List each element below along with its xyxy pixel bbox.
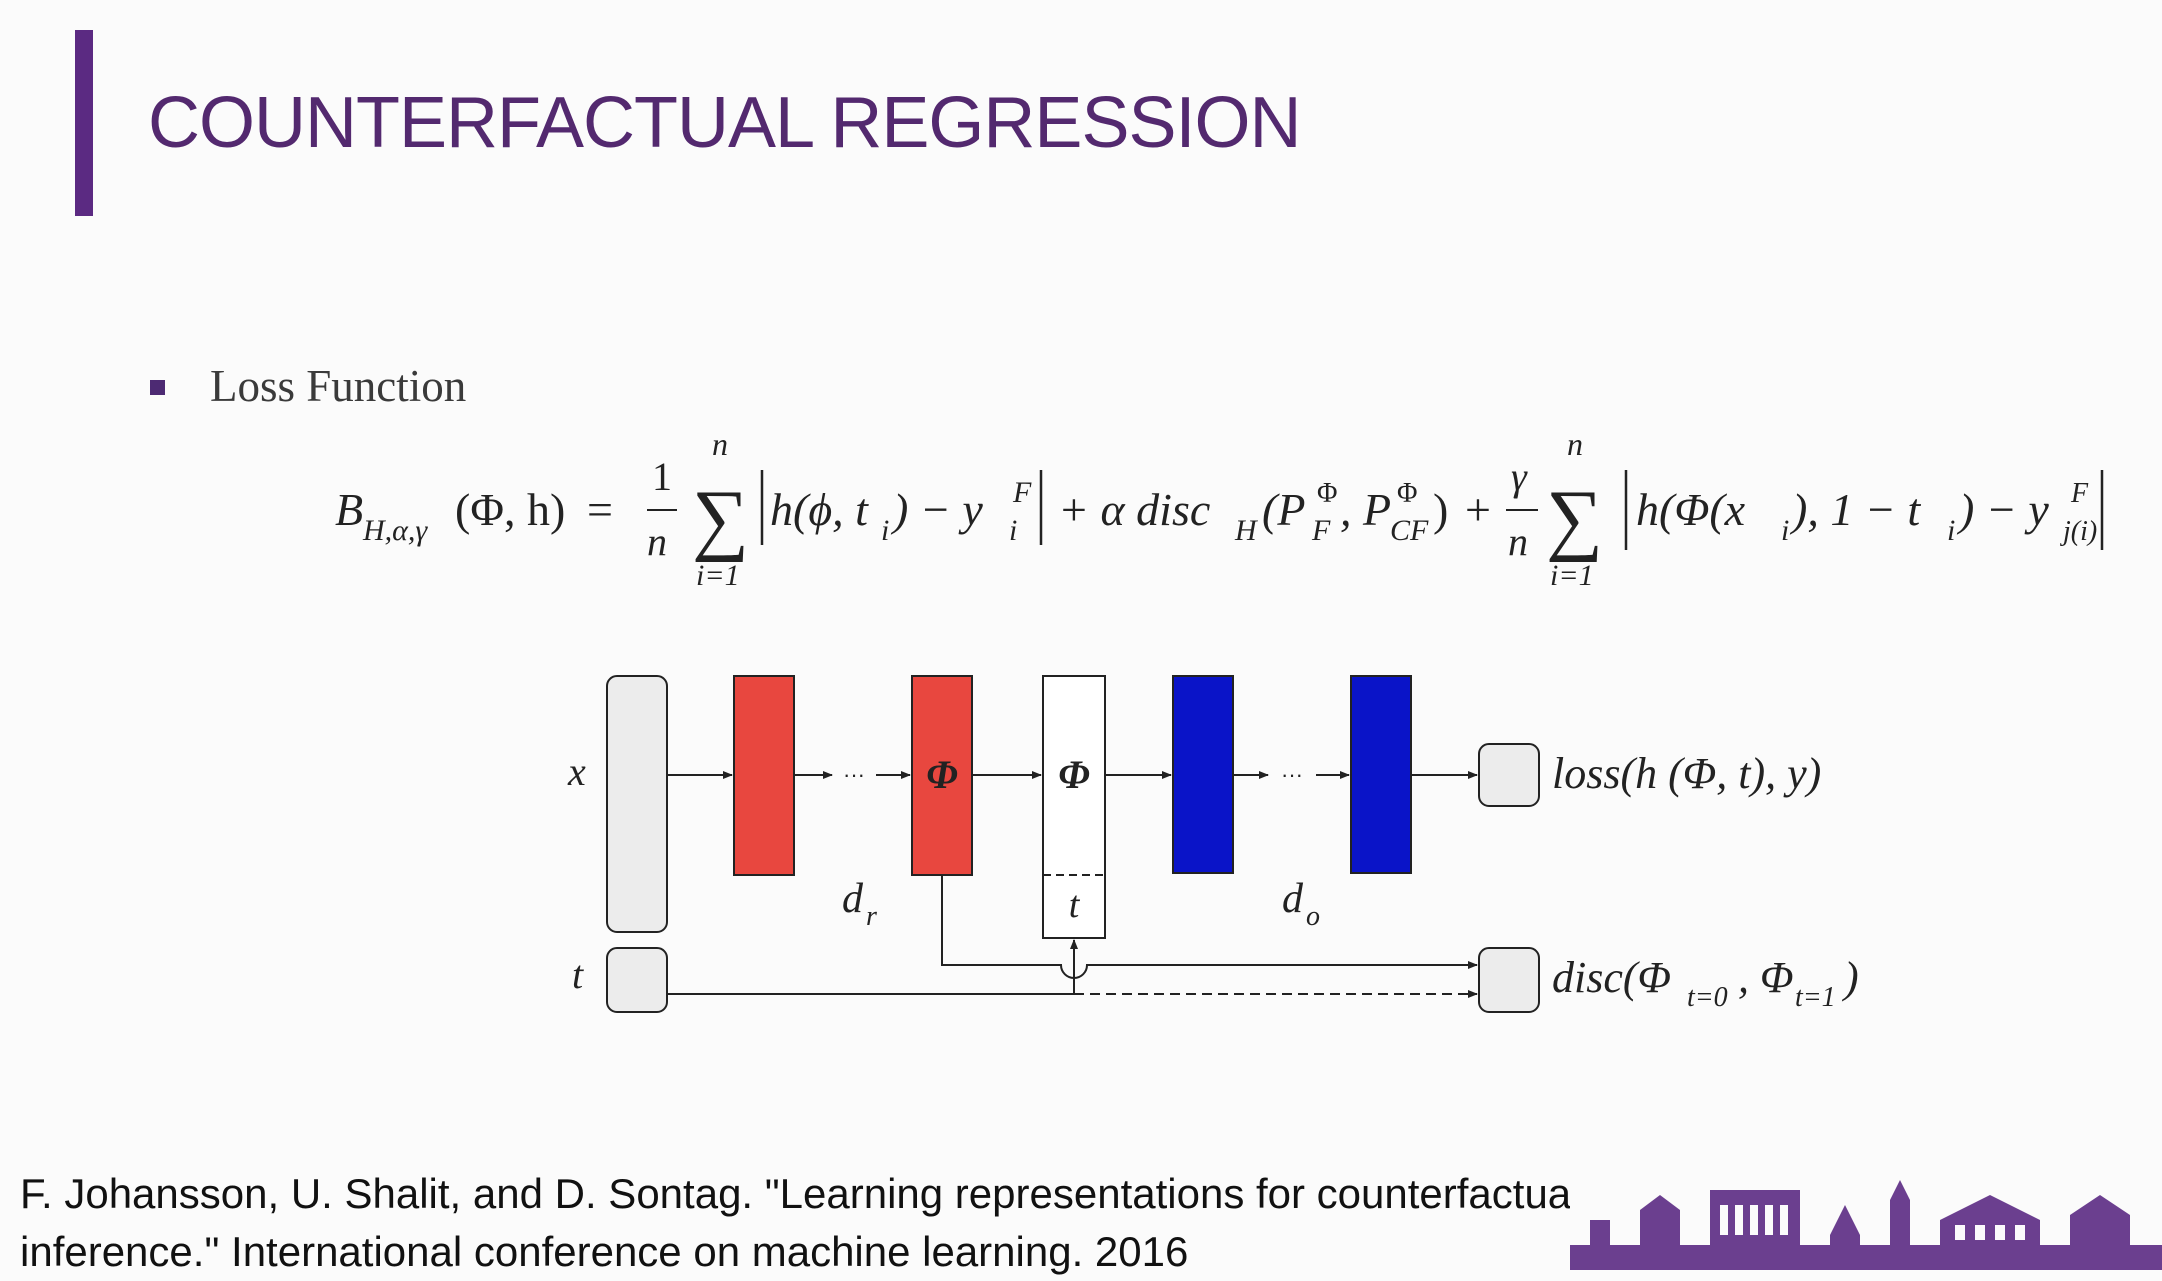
phi-t-concat-box	[1042, 675, 1106, 939]
eq-term1-sub-i: i	[881, 514, 889, 547]
eq-sum2-symbol: ∑	[1546, 475, 1603, 563]
representation-layer-phi	[911, 675, 973, 876]
eq-sum1-upper: n	[712, 426, 728, 462]
eq-lhs-sub: H,α,γ	[362, 514, 428, 547]
eq-term2-sub-i2: i	[1947, 514, 1955, 547]
t-in-concat-box: t	[1069, 884, 1081, 926]
eq-frac2-den: n	[1508, 519, 1528, 564]
eq-term2-y-sub: j(i)	[2060, 516, 2097, 547]
ellipsis-repr: ···	[843, 762, 865, 787]
campus-skyline-footer	[1570, 1150, 2162, 1270]
ellipsis-hyp: ···	[1281, 762, 1303, 787]
input-t-box	[606, 947, 668, 1013]
eq-pcf-sup: Φ	[1397, 478, 1417, 509]
loss-output-box	[1478, 743, 1540, 807]
title-accent-bar	[75, 30, 93, 216]
eq-lhs-args: (Φ, h)	[455, 484, 565, 535]
disc-output-box	[1478, 947, 1540, 1013]
eq-alpha-disc: + α disc	[1058, 484, 1210, 535]
hypothesis-layer-2	[1350, 675, 1412, 874]
eq-disc-sub: H	[1234, 514, 1259, 547]
phi-label-white: Φ	[1058, 752, 1090, 797]
citation-line-1: F. Johansson, U. Shalit, and D. Sontag. …	[20, 1170, 1581, 1217]
eq-sum2-lower: i=1	[1550, 559, 1594, 592]
eq-pcf-p: , P	[1340, 484, 1391, 535]
eq-sum1-symbol: ∑	[692, 475, 749, 563]
disc-label-end: )	[1841, 953, 1859, 1002]
eq-term2-sub-i: i	[1781, 514, 1789, 547]
eq-disc-open: (P	[1262, 484, 1305, 535]
eq-plus2: +	[1465, 484, 1491, 535]
eq-frac1-den: n	[647, 519, 667, 564]
dr-sub: r	[866, 901, 877, 932]
do-sub: o	[1306, 901, 1320, 932]
citation: F. Johansson, U. Shalit, and D. Sontag. …	[20, 1165, 1620, 1281]
eq-term2-y-sup: F	[2070, 478, 2089, 509]
diagram-t-label: t	[572, 952, 584, 997]
eq-equals: =	[587, 484, 613, 535]
bullet-marker	[150, 380, 165, 395]
eq-term1-body: h(ϕ, t	[770, 484, 869, 535]
eq-term2-body: h(Φ(x	[1636, 484, 1746, 535]
eq-sum2-upper: n	[1567, 426, 1583, 462]
eq-pf-sup: Φ	[1317, 478, 1337, 509]
phi-label-red: Φ	[926, 752, 958, 797]
eq-sum1-lower: i=1	[696, 559, 740, 592]
disc-label: disc(Φ	[1552, 953, 1671, 1002]
eq-term1-y-sup: F	[1012, 476, 1032, 509]
eq-disc-close: )	[1433, 484, 1448, 535]
disc-label-mid: , Φ	[1738, 953, 1794, 1002]
disc-sub-t1: t=1	[1795, 982, 1836, 1013]
eq-term1-y-sub: i	[1009, 514, 1017, 547]
eq-lhs: B	[335, 484, 363, 535]
do-label: d	[1282, 876, 1304, 922]
bullet-loss-function: Loss Function	[210, 361, 467, 411]
skyline-silhouette	[1570, 1180, 2162, 1270]
slide-title: COUNTERFACTUAL REGRESSION	[148, 83, 1301, 163]
eq-term1-close: ) − y	[890, 484, 983, 535]
representation-layer-1	[733, 675, 795, 876]
diagram-x-label: x	[567, 749, 586, 794]
eq-term2-mid: ), 1 − t	[1789, 484, 1921, 535]
eq-frac1-num: 1	[652, 454, 672, 499]
eq-frac2-num: γ	[1511, 454, 1528, 499]
eq-term2-close: ) − y	[1956, 484, 2049, 535]
eq-pf-sub: F	[1311, 514, 1331, 547]
hypothesis-layer-1	[1172, 675, 1234, 874]
eq-pcf-sub: CF	[1390, 514, 1429, 547]
citation-line-2: inference." International conference on …	[20, 1228, 1189, 1275]
dr-label: d	[842, 876, 864, 922]
loss-label: loss(h (Φ, t), y)	[1552, 749, 1821, 798]
input-x-box	[606, 675, 668, 933]
disc-sub-t0: t=0	[1687, 982, 1728, 1013]
